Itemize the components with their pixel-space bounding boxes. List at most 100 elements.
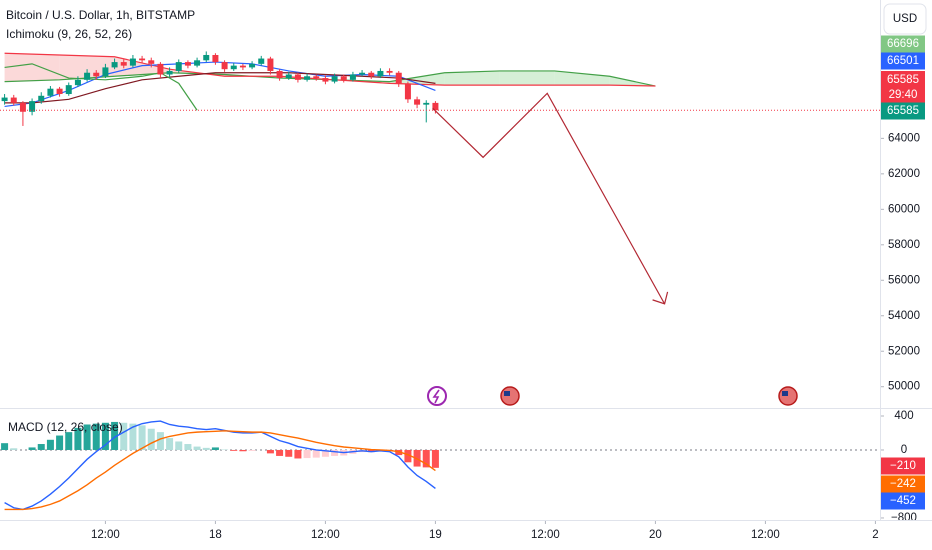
candle-body xyxy=(432,102,439,111)
candle-body xyxy=(93,72,100,77)
histogram-bar xyxy=(266,449,274,454)
price-label xyxy=(881,102,925,120)
cloud-fill xyxy=(444,70,500,86)
histogram-bar xyxy=(28,447,36,450)
histogram-bar xyxy=(92,423,100,450)
y-tick-label: 56000 xyxy=(888,274,920,286)
y-tick-label: −800 xyxy=(891,512,917,524)
price-label-text: 65585 xyxy=(887,74,919,86)
macd-line xyxy=(4,430,436,511)
histogram-bar xyxy=(56,435,64,450)
histogram-bar xyxy=(101,422,109,450)
price-label xyxy=(881,52,925,70)
candle-body xyxy=(349,74,356,80)
histogram-bar xyxy=(166,438,174,450)
candle-body xyxy=(386,70,393,73)
histogram-bar xyxy=(395,449,403,456)
histogram-bar xyxy=(422,449,430,468)
candle-body xyxy=(285,74,292,79)
histogram-bar xyxy=(111,421,119,450)
y-tick-label: 58000 xyxy=(888,239,920,251)
candle-body xyxy=(29,101,36,112)
histogram-bar xyxy=(230,449,238,451)
main-pane: 50000 52000 54000 56000 58000 60000 62000 64000… xyxy=(0,35,925,541)
histogram-bar xyxy=(65,432,73,450)
y-tick-label: 54000 xyxy=(888,310,920,322)
histogram-bar xyxy=(175,441,183,450)
event-icon-glyph xyxy=(504,391,510,396)
ichimoku-line xyxy=(4,63,198,111)
histogram-bar xyxy=(83,424,91,450)
histogram-bar xyxy=(431,449,439,468)
indicator-label-text: −452 xyxy=(890,495,916,507)
x-tick-label: 12:00 xyxy=(751,529,780,541)
candle-body xyxy=(19,102,26,112)
histogram-bar xyxy=(285,449,293,457)
x-tick-label: 19 xyxy=(429,529,442,541)
histogram-bar xyxy=(1,443,9,450)
candle-body xyxy=(47,88,54,96)
price-label xyxy=(881,35,925,53)
x-tick-label: 20 xyxy=(649,529,662,541)
event-icon[interactable] xyxy=(427,386,447,406)
histogram-bar xyxy=(138,425,146,450)
candle-body xyxy=(194,60,201,66)
macd-line xyxy=(4,420,436,511)
histogram-bar xyxy=(312,449,320,458)
histogram-bar xyxy=(294,449,302,459)
candle-body xyxy=(175,62,182,71)
x-tick-label: 12:00 xyxy=(531,529,560,541)
candle-body xyxy=(1,97,8,102)
histogram-bar xyxy=(321,449,329,457)
candle-body xyxy=(120,62,127,66)
y-tick-label: 64000 xyxy=(888,132,920,144)
histogram-bar xyxy=(129,423,137,450)
candle-body xyxy=(157,63,164,75)
histogram-bar xyxy=(147,428,155,450)
candle-body xyxy=(322,78,329,82)
y-tick-label: 50000 xyxy=(888,381,920,393)
candle-body xyxy=(10,97,17,103)
indicator-title: Ichimoku (9, 26, 52, 26) xyxy=(6,27,132,41)
y-tick-label: 60000 xyxy=(888,203,920,215)
histogram-bar xyxy=(120,422,128,450)
histogram-bar xyxy=(46,439,54,450)
indicator-label-text: −242 xyxy=(890,478,916,490)
y-tick-label: 52000 xyxy=(888,345,920,357)
event-icons xyxy=(427,386,798,406)
candle-body xyxy=(230,65,237,70)
y-tick-label: 400 xyxy=(894,410,913,422)
histogram-bar xyxy=(10,448,18,450)
histogram-bar xyxy=(331,449,339,456)
cloud-fill xyxy=(114,56,170,77)
histogram-bar xyxy=(184,444,192,450)
candle-body xyxy=(212,54,219,63)
histogram-bar xyxy=(37,444,45,450)
candle-body xyxy=(148,60,155,64)
candle-body xyxy=(395,72,402,84)
candle-body xyxy=(139,58,146,61)
candle-body xyxy=(249,63,256,68)
chart-title: Bitcoin / U.S. Dollar, 1h, BITSTAMP xyxy=(6,8,195,22)
candle-body xyxy=(404,83,411,100)
cloud-fill xyxy=(389,72,445,86)
candle-body xyxy=(102,67,109,77)
price-label-text: 65585 xyxy=(887,105,919,117)
candle-body xyxy=(203,54,210,61)
histogram-bar xyxy=(156,432,164,450)
candle-body xyxy=(294,74,301,80)
event-icon-glyph xyxy=(782,391,788,396)
ichimoku-line xyxy=(4,72,436,104)
candle-body xyxy=(340,76,347,80)
trend-drawing xyxy=(432,92,666,305)
cloud-fill xyxy=(4,53,60,82)
price-label xyxy=(881,71,925,103)
cloud-fill xyxy=(554,70,610,86)
y-tick-label: 0 xyxy=(901,444,907,456)
histogram-bar xyxy=(239,449,247,452)
candle-body xyxy=(377,70,384,77)
candle-body xyxy=(258,58,265,64)
currency-button[interactable] xyxy=(883,3,927,35)
candle-body xyxy=(313,76,320,79)
